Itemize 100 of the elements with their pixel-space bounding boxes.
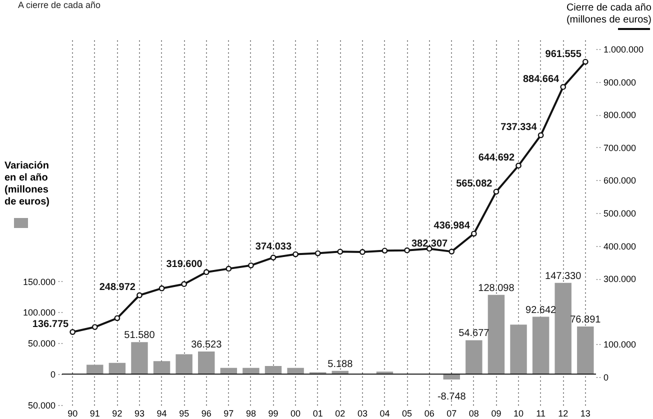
- data-label: 51.580: [124, 330, 156, 342]
- bar: [577, 326, 594, 374]
- bar: [131, 342, 148, 374]
- x-tick-label: 03: [357, 408, 368, 418]
- y2-tick-label: 1.000.000: [604, 44, 644, 55]
- data-label: 961.555: [545, 48, 582, 60]
- point: [404, 247, 410, 254]
- point: [560, 84, 566, 90]
- point: [158, 285, 165, 292]
- bar: [86, 364, 104, 374]
- point: [270, 254, 276, 260]
- x-tick-label: 90: [68, 408, 78, 418]
- bar: [466, 340, 482, 374]
- x-tick-label: 95: [179, 408, 190, 418]
- data-label: 644.692: [478, 152, 515, 164]
- data-label: 92.642: [526, 304, 557, 316]
- x-tick-label: 06: [424, 408, 434, 418]
- x-tick-label: 92: [112, 408, 122, 418]
- bar: [242, 368, 260, 374]
- point: [382, 248, 388, 254]
- point: [493, 188, 500, 195]
- y2-tick-label: 300.000: [604, 274, 636, 284]
- x-tick-label: 01: [312, 408, 323, 418]
- bar: [554, 282, 572, 374]
- y-tick-label: 50.000: [28, 400, 56, 410]
- y-tick-label: 0: [50, 370, 56, 380]
- x-tick-label: 91: [90, 408, 100, 418]
- data-label: 248.972: [99, 282, 136, 294]
- point: [582, 58, 588, 65]
- data-label: 319.600: [166, 259, 203, 270]
- data-label: 382.307: [411, 238, 448, 250]
- point: [292, 251, 298, 258]
- x-tick-label: 00: [290, 408, 301, 418]
- y2-tick-label: 100.000: [604, 340, 636, 350]
- y2-axis-title: Cierre de cada año (millones de euros): [566, 2, 652, 26]
- x-tick-label: 10: [514, 408, 524, 418]
- point: [70, 329, 76, 335]
- x-tick-label: 12: [558, 408, 568, 418]
- x-tick-label: 99: [268, 408, 278, 418]
- y2-tick-label: 500.000: [604, 208, 636, 218]
- y-tick-label: 150.000: [22, 276, 56, 287]
- x-tick-label: 04: [380, 408, 390, 418]
- x-tick-label: 97: [224, 408, 234, 418]
- bar: [510, 324, 527, 374]
- bar: [264, 366, 282, 374]
- bar: [176, 354, 192, 374]
- x-tick-label: 98: [246, 408, 256, 418]
- point: [92, 324, 98, 330]
- x-tick-label: 08: [468, 408, 479, 418]
- x-tick-label: 07: [446, 408, 457, 418]
- chart-title: A cierre de cada año: [18, 0, 101, 10]
- x-tick-label: 11: [536, 408, 546, 418]
- bar: [287, 368, 304, 374]
- x-tick-label: 96: [201, 408, 212, 418]
- point: [470, 230, 477, 237]
- data-label: 737.334: [500, 122, 538, 134]
- data-label: 884.664: [522, 74, 560, 85]
- data-label: 565.082: [456, 178, 493, 190]
- y2-tick-label: 600.000: [604, 176, 636, 186]
- point: [360, 249, 366, 255]
- data-label: 76.891: [570, 314, 602, 326]
- point: [248, 262, 254, 268]
- data-label: 436.984: [434, 220, 470, 232]
- x-tick-label: 05: [402, 408, 412, 418]
- x-tick-label: 93: [134, 408, 144, 418]
- data-label: 54.677: [458, 328, 490, 340]
- point: [337, 248, 344, 255]
- y2-tick-label: 400.000: [604, 241, 636, 252]
- point: [226, 266, 232, 272]
- point: [314, 250, 321, 256]
- bar: [443, 374, 460, 380]
- y2-tick-label: 700.000: [604, 142, 636, 153]
- data-label: 5.188: [328, 358, 354, 370]
- data-label: 374.033: [255, 241, 292, 252]
- point: [114, 315, 120, 322]
- x-tick-label: 02: [335, 408, 346, 418]
- bar: [108, 362, 126, 374]
- y-tick-label: 100.000: [22, 308, 56, 318]
- point: [516, 162, 522, 169]
- bar: [153, 361, 170, 374]
- y-axis-title: Variación en el año (millones de euros): [4, 160, 50, 208]
- data-label: 136.775: [32, 319, 70, 330]
- x-tick-label: 94: [156, 408, 167, 418]
- point: [181, 281, 188, 288]
- data-label: 128.098: [478, 282, 515, 294]
- bar: [488, 294, 505, 374]
- point: [538, 132, 544, 138]
- point: [448, 248, 455, 254]
- data-label: 147.330: [545, 270, 582, 282]
- point: [136, 292, 142, 298]
- y-tick-label: 50.000: [28, 338, 56, 349]
- bar: [532, 316, 550, 374]
- y2-tick-label: 0: [604, 372, 609, 382]
- x-tick-label: 13: [580, 408, 590, 418]
- point: [203, 269, 210, 276]
- y2-tick-label: 900.000: [604, 77, 636, 88]
- y2-tick-label: 800.000: [604, 110, 636, 120]
- x-tick-label: 09: [491, 408, 502, 418]
- data-label: 36.523: [191, 339, 222, 350]
- data-label: -8.748: [437, 391, 466, 402]
